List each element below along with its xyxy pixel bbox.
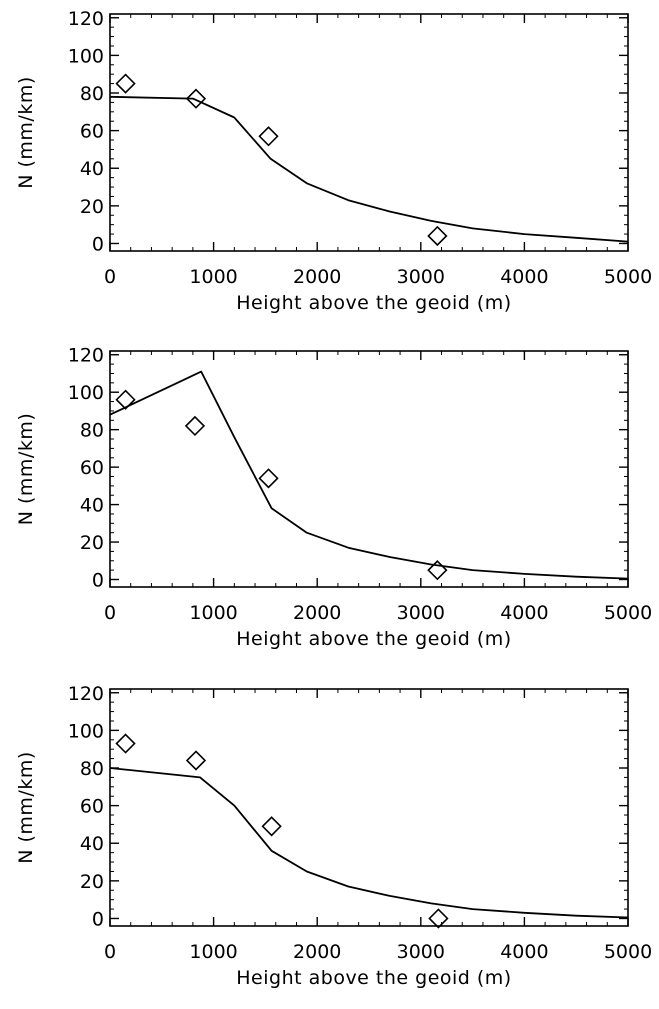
observation-diamond [258,126,279,147]
x-tick-label: 4000 [500,602,548,624]
x-tick-label: 5000 [604,941,652,963]
x-axis-title: Height above the geoid (m) [236,967,511,989]
x-axis-title: Height above the geoid (m) [236,628,511,650]
y-tick-label: 80 [80,758,104,780]
y-tick-label: 100 [68,45,104,67]
y-tick-label: 120 [68,8,104,30]
y-tick-label: 120 [68,683,104,705]
y-tick-label: 20 [80,196,104,218]
plot-frame [109,350,629,588]
chart-panel-3: 0 1000 2000 3000 4000 5000 0 20 40 60 80 100 120 Heig… [15,683,652,989]
x-tick-label: 3000 [397,266,445,288]
y-tick-label: 80 [80,83,104,105]
y-tick-label: 100 [68,720,104,742]
y-tick-label: 120 [68,345,104,367]
observation-diamond [258,468,279,489]
model-line [109,767,629,919]
observation-diamond [428,908,449,929]
y-tick-label: 20 [80,532,104,554]
x-tick-label: 3000 [397,941,445,963]
x-tick-label: 5000 [604,266,652,288]
x-tick-label: 0 [104,602,116,624]
y-tick-label: 40 [80,495,104,517]
x-tick-label: 4000 [500,941,548,963]
y-axis-title: N (mm/km) [15,76,37,189]
x-tick-label: 1000 [189,941,237,963]
x-axis-title: Height above the geoid (m) [236,292,511,314]
observation-diamond [115,389,136,410]
y-axis-title: N (mm/km) [15,413,37,526]
y-tick-label: 60 [80,457,104,479]
chart-panel-1: 0 1000 2000 3000 4000 5000 0 20 40 60 80 100 120 Heig… [15,8,652,314]
model-line [109,370,629,580]
observation-diamond [115,73,136,94]
x-tick-label: 2000 [293,941,341,963]
y-tick-label: 100 [68,382,104,404]
x-tick-label: 3000 [397,602,445,624]
y-tick-label: 60 [80,121,104,143]
observation-diamond [261,816,282,837]
y-tick-label: 0 [92,233,104,255]
plot-frame [109,688,629,927]
observation-diamond [427,560,448,581]
x-tick-label: 5000 [604,602,652,624]
plot-frame [109,13,629,252]
x-tick-label: 0 [104,266,116,288]
y-axis-title: N (mm/km) [15,751,37,864]
observation-diamond [185,88,207,109]
chart-panel-2: 0 1000 2000 3000 4000 5000 0 20 40 60 80 100 120 Heig… [15,345,652,650]
observation-diamond [115,733,136,754]
model-line [109,95,629,243]
x-tick-label: 2000 [293,602,341,624]
x-tick-label: 1000 [189,266,237,288]
observation-diamond [185,750,207,771]
y-tick-label: 60 [80,796,104,818]
x-tick-label: 1000 [189,602,237,624]
x-tick-label: 2000 [293,266,341,288]
y-tick-label: 20 [80,871,104,893]
x-tick-label: 4000 [500,266,548,288]
y-tick-label: 40 [80,833,104,855]
y-tick-label: 0 [92,570,104,592]
y-tick-label: 80 [80,420,104,442]
observation-diamond [427,225,448,247]
y-tick-label: 40 [80,158,104,180]
x-tick-label: 0 [104,941,116,963]
y-tick-label: 0 [92,908,104,930]
observation-diamond [184,415,206,437]
